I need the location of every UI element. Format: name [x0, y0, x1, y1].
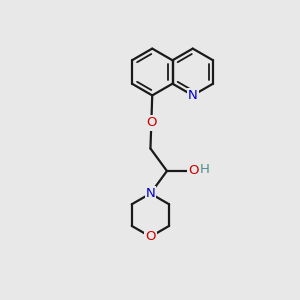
Text: O: O [188, 164, 199, 178]
Text: H: H [200, 163, 210, 176]
Text: O: O [145, 230, 156, 243]
Text: O: O [146, 116, 157, 130]
Text: N: N [188, 89, 198, 102]
Text: N: N [146, 187, 155, 200]
